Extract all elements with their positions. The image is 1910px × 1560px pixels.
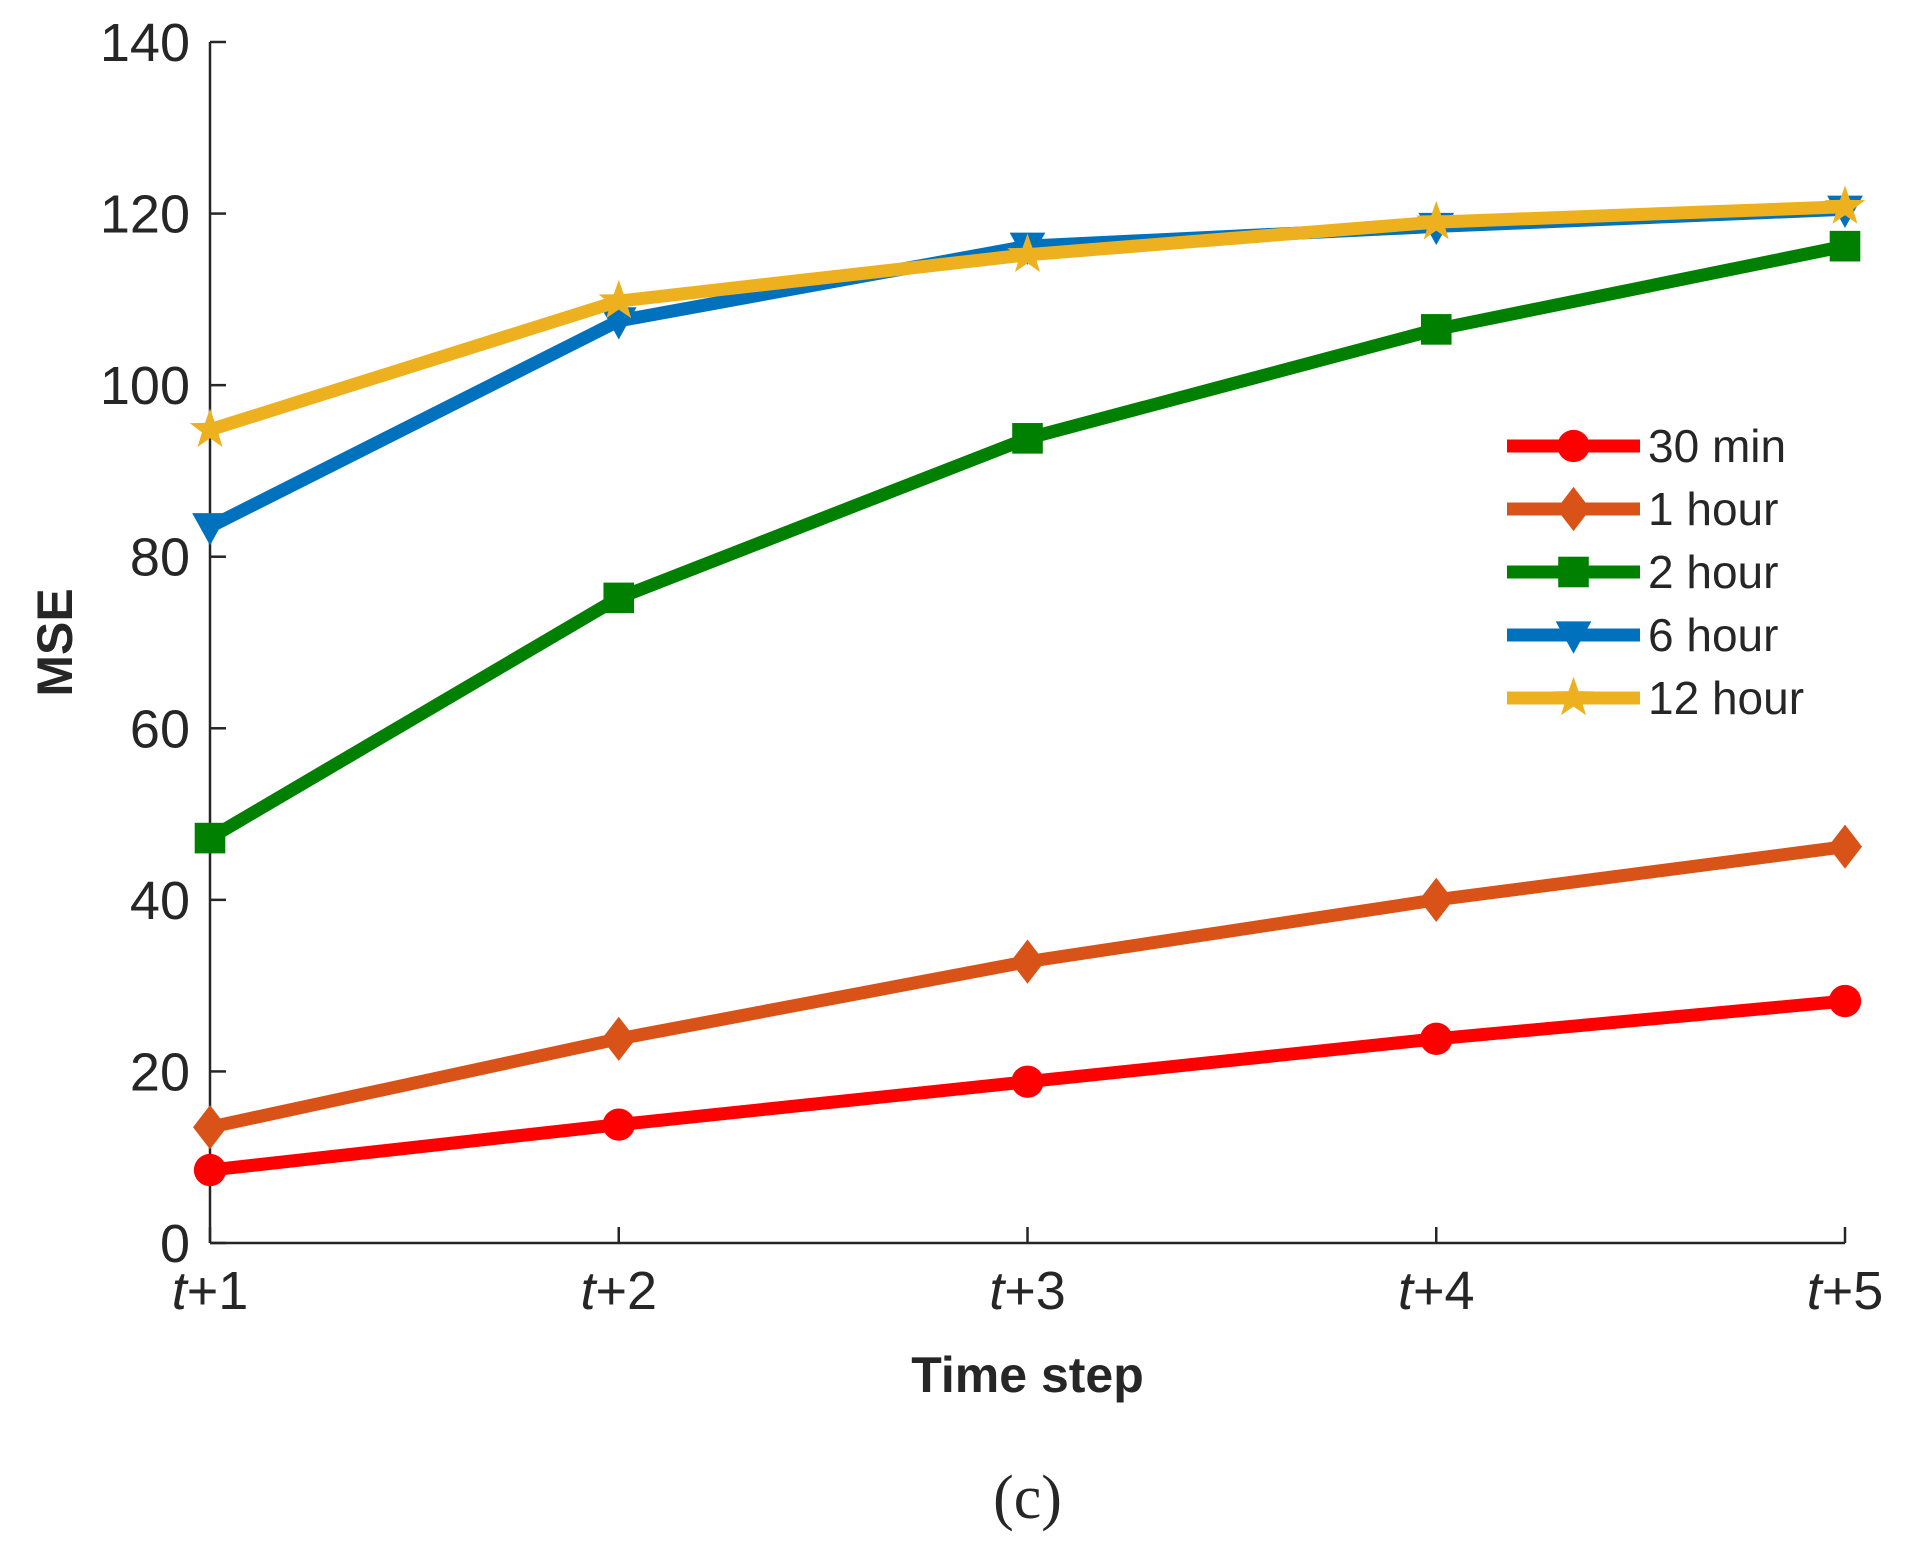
legend-item-12-hour: 12 hour [1507,672,1804,724]
series-line-2-hour [203,239,1852,845]
legend-item-1-hour: 1 hour [1507,483,1778,535]
data-point-2-hour [1829,230,1861,262]
y-axis-title: MSE [27,588,83,696]
series-2-hour [194,230,1861,854]
series-group [189,185,1866,1187]
series-30-min [193,984,1862,1187]
data-point-12-hour [1416,200,1457,240]
legend-label: 12 hour [1648,672,1804,724]
x-axis-title: Time step [911,1347,1144,1403]
x-tick-label: t+3 [989,1261,1066,1321]
panel-label: (c) [993,1464,1062,1532]
data-point-30-min [1011,1065,1044,1098]
y-tick-label: 120 [100,185,190,245]
y-tick-label: 20 [130,1042,190,1102]
y-tick-label: 100 [100,356,190,416]
legend-marker [1557,429,1590,463]
data-point-1-hour [193,1105,227,1150]
axes-group: 0 20 40 60 80 100 120 140 t+1 t+2 t+3 t+4 t+5 [100,13,1883,1321]
data-point-1-hour [1419,877,1454,922]
legend-marker [1553,676,1594,716]
legend-marker [1558,556,1589,588]
y-tick-label: 140 [100,13,190,73]
x-tick-label: t+2 [580,1261,657,1321]
legend-label: 2 hour [1648,546,1778,598]
data-point-30-min [602,1108,635,1141]
data-point-1-hour [1010,939,1045,984]
y-tick-label: 80 [130,528,190,588]
data-point-30-min [193,1153,227,1187]
data-point-1-hour [601,1016,636,1061]
data-point-12-hour [189,408,231,447]
legend: 30 min 1 hour 2 hour 6 hour 12 hour [1507,420,1804,724]
data-point-12-hour [1007,233,1048,272]
data-point-12-hour [1824,185,1866,224]
data-point-2-hour [194,822,226,854]
data-point-2-hour [1012,423,1043,454]
legend-label: 30 min [1648,420,1786,472]
legend-item-2-hour: 2 hour [1507,546,1778,598]
x-tick-label: t+5 [1807,1261,1884,1321]
data-point-12-hour [598,279,639,319]
data-point-1-hour [1828,824,1862,869]
y-tick-label: 0 [160,1214,190,1274]
legend-label: 1 hour [1648,483,1778,535]
y-tick-label: 60 [130,699,190,759]
data-point-6-hour [192,513,228,546]
data-point-2-hour [1420,314,1452,345]
legend-marker [1556,486,1591,532]
data-point-2-hour [603,582,635,614]
data-point-30-min [1420,1022,1453,1055]
x-tick-label: t+1 [172,1261,249,1321]
legend-item-30-min: 30 min [1507,420,1786,472]
series-1-hour [193,824,1862,1150]
legend-item-6-hour: 6 hour [1507,609,1778,661]
data-point-30-min [1828,984,1862,1018]
legend-marker [1555,621,1592,654]
legend-label: 6 hour [1648,609,1778,661]
series-12-hour [189,185,1866,447]
y-tick-label: 40 [130,871,190,931]
x-tick-label: t+4 [1398,1261,1475,1321]
